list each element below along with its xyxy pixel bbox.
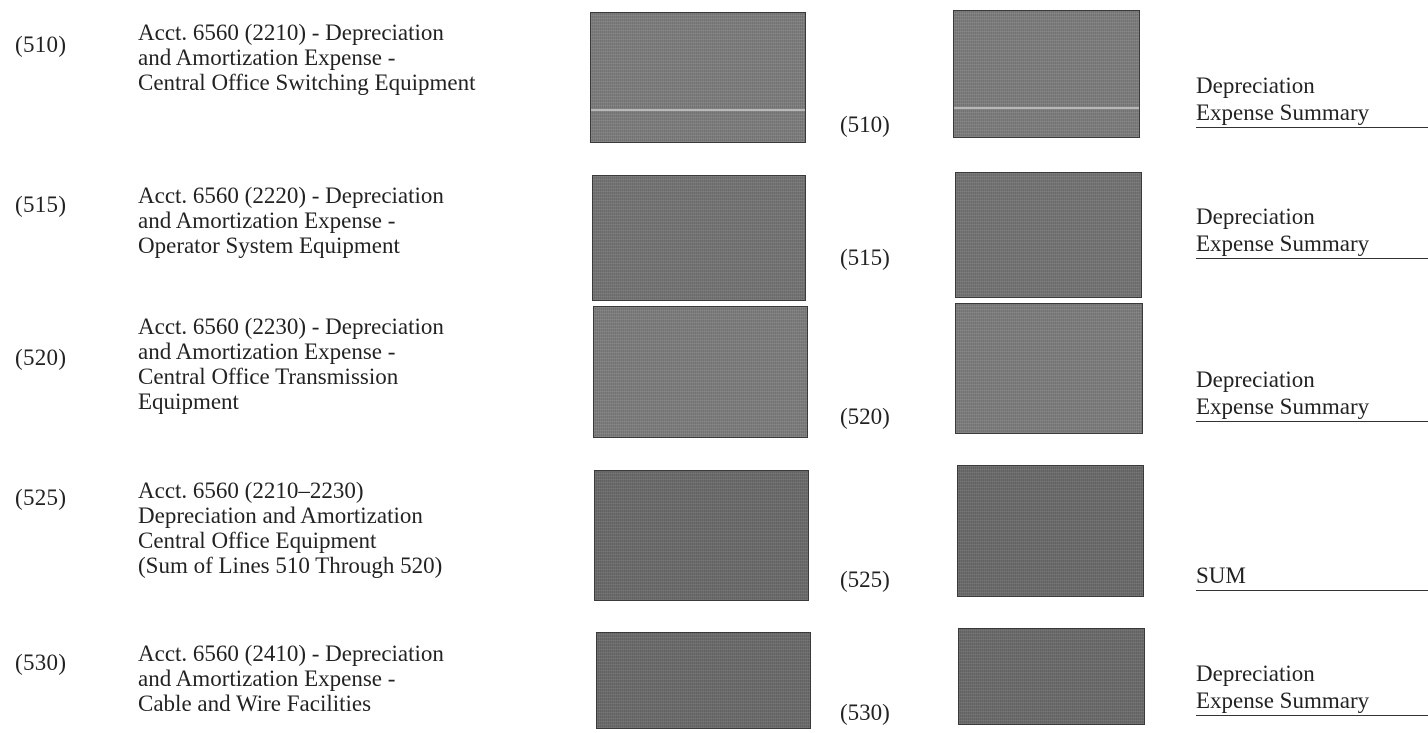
reference-number: (525) (840, 567, 890, 592)
source-line: Depreciation (1196, 661, 1315, 686)
redacted-amount-left (593, 306, 808, 438)
description-line: (Sum of Lines 510 Through 520) (138, 553, 443, 578)
redacted-amount-right (955, 172, 1142, 298)
description-line: Central Office Switching Equipment (138, 70, 476, 95)
account-description: Acct. 6560 (2210–2230) Depreciation and … (138, 478, 558, 578)
account-description: Acct. 6560 (2230) - Depreciation and Amo… (138, 314, 558, 414)
source-line: Depreciation (1196, 204, 1315, 229)
redacted-amount-right (955, 303, 1143, 434)
account-description: Acct. 6560 (2220) - Depreciation and Amo… (138, 183, 558, 258)
reference-number: (520) (840, 404, 890, 429)
description-line: Cable and Wire Facilities (138, 691, 372, 716)
table-row: (510) Acct. 6560 (2210) - Depreciation a… (0, 0, 1428, 143)
description-line: and Amortization Expense - (138, 208, 396, 233)
redacted-amount-right (958, 628, 1145, 725)
redacted-amount-left (594, 470, 809, 601)
description-line: and Amortization Expense - (138, 666, 396, 691)
description-line: Acct. 6560 (2410) - Depreciation (138, 641, 444, 666)
source-line: Expense Summary (1196, 394, 1370, 419)
redacted-amount-left (590, 12, 806, 143)
account-description: Acct. 6560 (2210) - Depreciation and Amo… (138, 20, 558, 95)
source-reference: Depreciation Expense Summary (1196, 72, 1428, 128)
source-reference: SUM (1196, 535, 1428, 591)
line-number: (515) (15, 192, 67, 217)
description-line: Acct. 6560 (2220) - Depreciation (138, 183, 444, 208)
source-line: Depreciation (1196, 367, 1315, 392)
description-line: and Amortization Expense - (138, 339, 396, 364)
redacted-amount-right (957, 465, 1144, 597)
source-reference: Depreciation Expense Summary (1196, 660, 1428, 716)
source-line: Expense Summary (1196, 231, 1370, 256)
reference-number: (515) (840, 245, 890, 270)
source-reference: Depreciation Expense Summary (1196, 366, 1428, 422)
table-row: (525) Acct. 6560 (2210–2230) Depreciatio… (0, 0, 1428, 601)
description-line: Equipment (138, 389, 239, 414)
description-line: Operator System Equipment (138, 233, 400, 258)
line-number: (530) (15, 650, 67, 675)
source-line: Expense Summary (1196, 688, 1370, 713)
reference-number: (510) (840, 112, 890, 137)
table-row: (520) Acct. 6560 (2230) - Depreciation a… (0, 0, 1428, 438)
line-number: (525) (15, 485, 67, 510)
description-line: Depreciation and Amortization (138, 503, 423, 528)
line-number: (510) (15, 32, 67, 57)
account-description: Acct. 6560 (2410) - Depreciation and Amo… (138, 641, 558, 716)
redacted-amount-right (953, 10, 1140, 138)
redacted-amount-left (596, 632, 811, 729)
description-line: and Amortization Expense - (138, 45, 396, 70)
redacted-amount-left (592, 175, 806, 301)
source-line: Depreciation (1196, 73, 1315, 98)
description-line: Acct. 6560 (2210) - Depreciation (138, 20, 444, 45)
source-line: SUM (1196, 563, 1246, 588)
reference-number: (530) (840, 700, 890, 725)
line-number: (520) (15, 345, 67, 370)
description-line: Acct. 6560 (2210–2230) (138, 478, 364, 503)
source-line: Expense Summary (1196, 100, 1370, 125)
table-row: (515) Acct. 6560 (2220) - Depreciation a… (0, 0, 1428, 301)
description-line: Central Office Equipment (138, 528, 377, 553)
description-line: Central Office Transmission (138, 364, 399, 389)
source-reference: Depreciation Expense Summary (1196, 203, 1428, 259)
description-line: Acct. 6560 (2230) - Depreciation (138, 314, 444, 339)
source-line (1196, 535, 1428, 562)
